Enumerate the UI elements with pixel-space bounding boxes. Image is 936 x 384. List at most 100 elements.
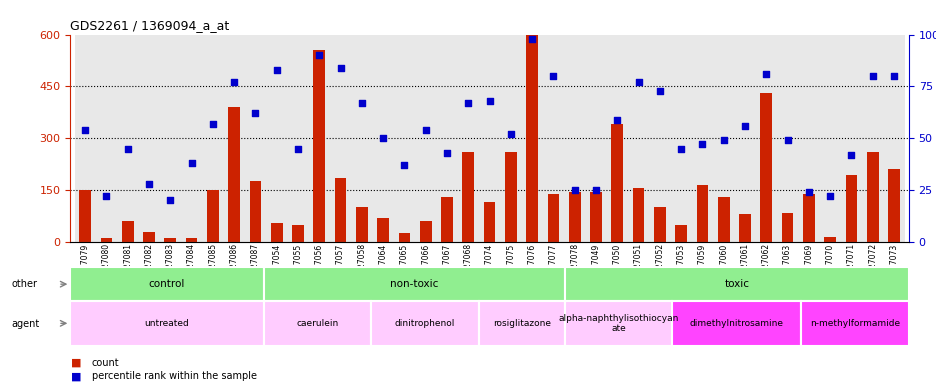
Point (566, 187, 581, 193)
Bar (165, 238, 176, 242)
Bar (606, 35, 627, 242)
Bar (649, 35, 670, 242)
Bar (373, 35, 393, 242)
Point (885, 73, 900, 79)
Bar (264, 301, 371, 346)
Bar (526, 35, 537, 242)
Point (631, 79, 646, 85)
Point (141, 181, 156, 187)
Bar (797, 35, 819, 242)
Text: ■: ■ (71, 371, 81, 381)
Bar (441, 197, 452, 242)
Bar (632, 189, 644, 242)
Bar (185, 238, 197, 242)
Bar (457, 35, 478, 242)
Bar (672, 301, 800, 346)
Bar (653, 207, 665, 242)
Bar (819, 35, 840, 242)
Bar (844, 175, 856, 242)
Text: non-toxic: non-toxic (389, 279, 438, 289)
Point (673, 146, 688, 152)
Bar (266, 35, 287, 242)
Text: untreated: untreated (144, 319, 189, 328)
Bar (478, 35, 500, 242)
Bar (717, 197, 729, 242)
Bar (781, 213, 793, 242)
Point (695, 141, 709, 147)
Bar (202, 35, 224, 242)
Bar (521, 35, 542, 242)
Point (800, 189, 815, 195)
Bar (351, 35, 373, 242)
Point (183, 160, 198, 166)
Bar (611, 124, 622, 242)
Point (524, 36, 539, 42)
Bar (483, 202, 495, 242)
Point (163, 197, 178, 204)
Point (461, 100, 475, 106)
Bar (207, 190, 218, 242)
Bar (122, 221, 134, 242)
Text: dimethylnitrosamine: dimethylnitrosamine (689, 319, 783, 328)
Bar (866, 152, 878, 242)
Bar (139, 35, 159, 242)
Bar (314, 50, 325, 242)
Bar (80, 190, 91, 242)
Point (481, 98, 496, 104)
Point (737, 123, 752, 129)
Text: ■: ■ (71, 358, 81, 368)
Bar (478, 301, 564, 346)
Bar (292, 225, 303, 242)
Bar (542, 35, 563, 242)
Bar (675, 225, 686, 242)
Bar (249, 182, 261, 242)
Point (588, 187, 603, 193)
Point (758, 71, 773, 77)
Bar (695, 185, 708, 242)
Text: caerulein: caerulein (296, 319, 338, 328)
Point (651, 88, 666, 94)
Bar (356, 207, 367, 242)
Bar (760, 93, 771, 242)
Bar (100, 238, 112, 242)
Bar (585, 35, 606, 242)
Text: control: control (149, 279, 185, 289)
Point (227, 79, 241, 85)
Point (312, 52, 327, 58)
Point (99, 193, 114, 199)
Bar (462, 152, 474, 242)
Bar (802, 194, 813, 242)
Point (417, 127, 432, 133)
Bar (143, 232, 154, 242)
Point (609, 116, 624, 122)
Bar (734, 35, 754, 242)
Bar (377, 218, 388, 242)
Point (120, 146, 135, 152)
Text: n-methylformamide: n-methylformamide (810, 319, 899, 328)
Bar (329, 35, 351, 242)
Bar (776, 35, 797, 242)
Bar (887, 169, 899, 242)
Text: agent: agent (11, 319, 39, 329)
Bar (564, 267, 908, 301)
Bar (70, 301, 264, 346)
Point (248, 110, 263, 116)
Point (269, 67, 284, 73)
Point (822, 193, 837, 199)
Text: other: other (11, 279, 37, 289)
Bar (547, 194, 559, 242)
Text: GDS2261 / 1369094_a_at: GDS2261 / 1369094_a_at (70, 19, 229, 32)
Point (546, 73, 561, 79)
Bar (563, 35, 585, 242)
Bar (800, 301, 908, 346)
Text: rosiglitazone: rosiglitazone (492, 319, 550, 328)
Bar (568, 192, 580, 242)
Bar (244, 35, 266, 242)
Bar (627, 35, 649, 242)
Point (503, 131, 518, 137)
Bar (564, 301, 672, 346)
Bar (883, 35, 903, 242)
Point (864, 73, 879, 79)
Point (290, 146, 305, 152)
Point (205, 121, 220, 127)
